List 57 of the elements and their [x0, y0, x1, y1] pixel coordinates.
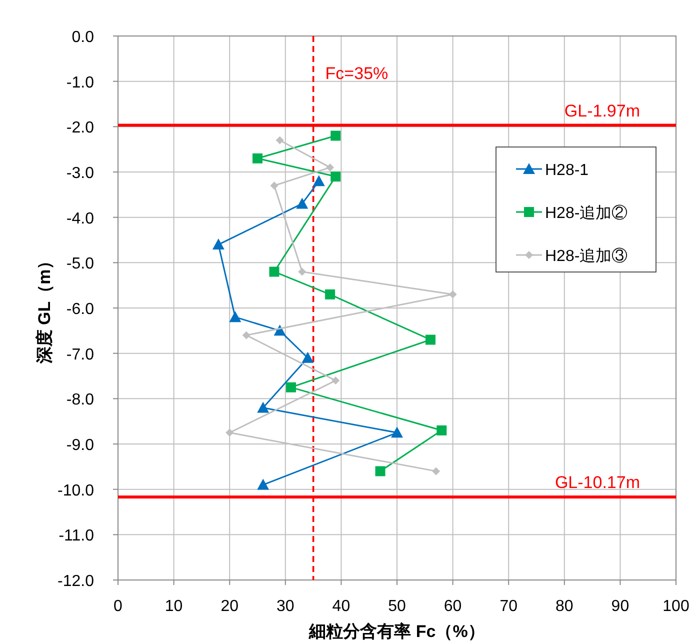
point [436, 425, 447, 436]
point [252, 153, 262, 164]
point [332, 376, 340, 385]
legend-label: H28-1 [545, 162, 589, 179]
point [257, 402, 270, 413]
point [432, 467, 440, 476]
point [302, 352, 314, 363]
y-tick-label: 0.0 [72, 29, 94, 46]
y-tick-label: -12.0 [58, 573, 94, 590]
point [269, 266, 280, 277]
point [312, 175, 325, 186]
x-tick-label: 70 [500, 598, 518, 615]
y-tick-label: -5.0 [66, 256, 94, 273]
y-tick-label: -7.0 [66, 346, 94, 364]
y-tick-label: -6.0 [66, 301, 94, 318]
point [330, 130, 341, 141]
y-tick-label: -9.0 [66, 437, 94, 454]
point [330, 172, 341, 182]
x-tick-label: 50 [388, 598, 406, 615]
x-tick-label: 0 [114, 598, 123, 615]
point [212, 238, 224, 250]
x-tick-label: 100 [662, 598, 690, 615]
point [326, 163, 334, 172]
x-axis-title: 細粒分含有率 Fc（%） [308, 622, 485, 641]
x-tick-label: 20 [220, 598, 239, 615]
point [286, 382, 296, 392]
x-tick-label: 40 [332, 598, 350, 615]
x-tick-label: 30 [276, 598, 294, 615]
x-tick-label: 90 [611, 598, 630, 615]
legend-label: H28-追加② [545, 204, 628, 222]
legend-label: H28-追加③ [545, 247, 628, 265]
y-tick-label: -11.0 [58, 528, 94, 545]
point [242, 331, 250, 340]
point [296, 198, 308, 209]
point [375, 466, 386, 476]
y-tick-label: -2.0 [66, 120, 94, 137]
y-tick-label: -1.0 [66, 74, 94, 92]
y-tick-label: -10.0 [58, 482, 94, 500]
ref-line-label: GL-1.97m [564, 101, 640, 120]
point [325, 289, 336, 300]
point [298, 268, 306, 276]
point [226, 428, 234, 437]
point [270, 182, 278, 190]
point [391, 426, 403, 438]
ref-line-label: Fc=35% [325, 64, 388, 83]
point [229, 311, 242, 322]
y-axis-title: 深度 GL（m） [35, 252, 54, 365]
point [257, 478, 270, 490]
y-tick-label: -8.0 [66, 392, 94, 409]
ref-line-label: GL-10.17m [554, 473, 640, 492]
y-tick-label: -3.0 [66, 165, 94, 182]
y-tick-label: -4.0 [66, 210, 94, 228]
x-tick-label: 80 [556, 598, 574, 615]
x-tick-label: 60 [444, 598, 462, 615]
point [276, 136, 284, 144]
point [425, 334, 436, 345]
x-tick-label: 10 [164, 598, 183, 615]
